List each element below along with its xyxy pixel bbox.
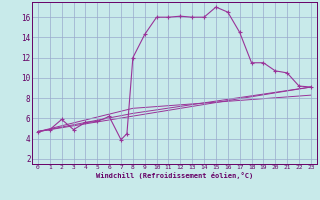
X-axis label: Windchill (Refroidissement éolien,°C): Windchill (Refroidissement éolien,°C) xyxy=(96,172,253,179)
